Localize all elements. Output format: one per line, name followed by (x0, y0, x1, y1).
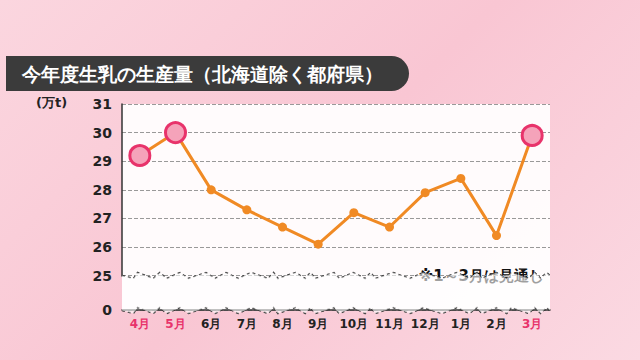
svg-text:今年度生乳の生産量（北海道除く都府県）: 今年度生乳の生産量（北海道除く都府県） (21, 63, 383, 85)
svg-text:12月: 12月 (411, 317, 440, 331)
svg-text:(万t): (万t) (36, 95, 67, 110)
svg-text:6月: 6月 (201, 317, 221, 331)
svg-text:0: 0 (102, 302, 112, 318)
svg-text:9月: 9月 (308, 317, 328, 331)
svg-text:25: 25 (93, 268, 112, 284)
svg-text:8月: 8月 (272, 317, 292, 331)
svg-text:31: 31 (93, 96, 112, 112)
svg-text:11月: 11月 (375, 317, 404, 331)
svg-text:3月: 3月 (522, 317, 542, 331)
svg-text:7月: 7月 (237, 317, 257, 331)
svg-text:28: 28 (93, 182, 112, 198)
svg-text:30: 30 (93, 125, 113, 141)
svg-text:27: 27 (93, 210, 112, 226)
svg-text:2月: 2月 (486, 317, 506, 331)
svg-text:4月: 4月 (130, 317, 150, 331)
svg-text:5月: 5月 (165, 317, 185, 331)
svg-text:10月: 10月 (339, 317, 368, 331)
svg-text:1月: 1月 (451, 317, 471, 331)
svg-text:29: 29 (93, 153, 112, 169)
svg-text:26: 26 (93, 239, 112, 255)
